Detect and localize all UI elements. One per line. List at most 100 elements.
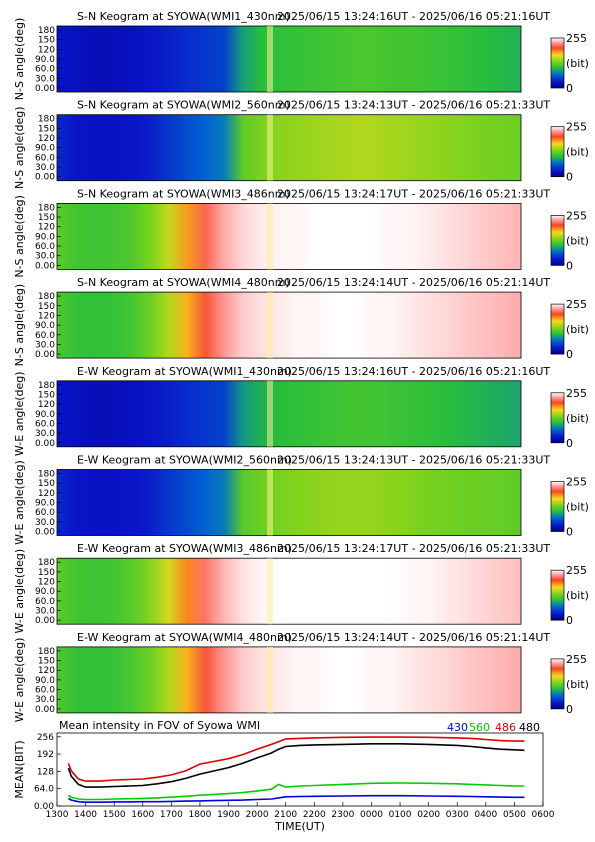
keogram-panel: E-W Keogram at SYOWA(WMI4_480nm)2025/06/… — [13, 631, 589, 722]
keogram-ytick-label: 0.00 — [35, 705, 55, 715]
keogram-ytick-label: 30.0 — [35, 607, 55, 617]
mean-chart-xtick-label: 0300 — [446, 810, 469, 820]
keogram-bright-band — [267, 26, 273, 92]
keogram-image — [56, 114, 522, 182]
colorbar-min-label: 0 — [566, 348, 573, 361]
mean-chart-xtick-label: 2200 — [303, 810, 326, 820]
keogram-ytick-label: 120 — [38, 400, 55, 410]
keogram-ytick-label: 90.0 — [35, 144, 55, 154]
keogram-ylabel: N-S angle(deg) — [13, 18, 26, 101]
keogram-ytick-label: 90.0 — [35, 499, 55, 509]
colorbar-max-label: 255 — [566, 653, 587, 666]
colorbar — [550, 126, 565, 178]
keogram-ytick-label: 90.0 — [35, 55, 55, 65]
keogram-ytick-label: 30.0 — [35, 695, 55, 705]
mean-chart-ytick-label: 0.00 — [34, 802, 54, 812]
colorbar — [550, 215, 565, 266]
mean-chart-xtick-label: 1400 — [74, 810, 97, 820]
mean-chart-xtick-label: 2000 — [246, 810, 269, 820]
keogram-time-range: 2025/06/15 13:24:17UT - 2025/06/16 05:21… — [277, 542, 550, 555]
keogram-title: S-N Keogram at SYOWA(WMI1_430nm) — [77, 10, 290, 23]
mean-chart-xtick-label: 0600 — [532, 810, 555, 820]
colorbar-unit-label: (bit) — [566, 589, 589, 602]
keogram-ytick-label: 0.00 — [35, 261, 55, 271]
series-line-430 — [67, 794, 525, 804]
colorbar-max-label: 255 — [566, 209, 587, 222]
keogram-time-range: 2025/06/15 13:24:13UT - 2025/06/16 05:21… — [277, 454, 550, 467]
colorbar — [550, 569, 565, 621]
legend-entry-560: 560 — [469, 721, 490, 734]
colorbar-min-label: 0 — [566, 437, 573, 450]
keogram-ytick-label: 180 — [38, 203, 55, 213]
keogram-image — [56, 646, 522, 714]
mean-chart-xtick-label: 0100 — [389, 810, 412, 820]
keogram-panel: E-W Keogram at SYOWA(WMI3_486nm)2025/06/… — [13, 542, 589, 633]
keogram-bright-band — [267, 646, 273, 713]
keogram-title: E-W Keogram at SYOWA(WMI1_430nm) — [77, 365, 292, 378]
mean-chart-ytick-label: 256 — [37, 733, 54, 743]
keogram-time-range: 2025/06/15 13:24:17UT - 2025/06/16 05:21… — [277, 187, 550, 200]
keogram-ytick-label: 150 — [38, 302, 55, 312]
keogram-ytick-label: 30.0 — [35, 429, 55, 439]
mean-chart-ylabel: MEAN(BIT) — [13, 740, 26, 798]
keogram-ytick-label: 90.0 — [35, 410, 55, 420]
keogram-ytick-label: 0.00 — [35, 439, 55, 449]
keogram-title: E-W Keogram at SYOWA(WMI3_486nm) — [77, 542, 292, 555]
mean-chart-xtick-label: 0400 — [474, 810, 497, 820]
keogram-ytick-label: 30.0 — [35, 518, 55, 528]
keogram-ytick-label: 30.0 — [35, 74, 55, 84]
keogram-bright-band — [267, 203, 273, 270]
colorbar-min-label: 0 — [566, 703, 573, 716]
colorbar — [550, 658, 565, 710]
colorbar-min-label: 0 — [566, 171, 573, 184]
keogram-ytick-label: 120 — [38, 666, 55, 676]
colorbar — [550, 392, 565, 444]
keogram-ytick-label: 150 — [38, 479, 55, 489]
keogram-ytick-label: 120 — [38, 311, 55, 321]
colorbar-unit-label: (bit) — [566, 501, 589, 514]
mean-chart-ytick-label: 192 — [37, 750, 54, 760]
colorbar — [550, 303, 565, 355]
keogram-ytick-label: 90.0 — [35, 587, 55, 597]
colorbar-unit-label: (bit) — [566, 323, 589, 336]
keogram-ytick-label: 60.0 — [35, 686, 55, 696]
keogram-ytick-label: 30.0 — [35, 340, 55, 350]
colorbar-unit-label: (bit) — [566, 678, 589, 691]
keogram-ytick-label: 0.00 — [35, 528, 55, 538]
series-line-560 — [67, 782, 525, 801]
keogram-ytick-label: 120 — [38, 578, 55, 588]
keogram-ytick-label: 120 — [38, 134, 55, 144]
keogram-ytick-label: 0.00 — [35, 84, 55, 94]
keogram-ytick-label: 90.0 — [35, 232, 55, 242]
mean-intensity-chart: Mean intensity in FOV of Syowa WMI 430 560… — [13, 719, 555, 833]
series-line-480 — [67, 742, 525, 788]
keogram-ylabel: N-S angle(deg) — [13, 195, 26, 278]
colorbar-min-label: 0 — [566, 526, 573, 539]
keogram-title: S-N Keogram at SYOWA(WMI2_560nm) — [77, 99, 290, 112]
keogram-ylabel: N-S angle(deg) — [13, 284, 26, 367]
keogram-ytick-label: 150 — [38, 124, 55, 134]
keogram-ylabel: W-E angle(deg) — [13, 638, 26, 723]
legend-entry-486: 486 — [495, 721, 516, 734]
keogram-panel: E-W Keogram at SYOWA(WMI1_430nm)2025/06/… — [13, 365, 589, 456]
keogram-image — [56, 380, 522, 448]
legend-entry-480: 480 — [519, 721, 540, 734]
keogram-panel: S-N Keogram at SYOWA(WMI1_430nm)2025/06/… — [13, 10, 589, 100]
mean-chart-xtick-label: 2300 — [331, 810, 354, 820]
keogram-ytick-label: 150 — [38, 36, 55, 46]
keogram-ytick-label: 120 — [38, 45, 55, 55]
keogram-panel: E-W Keogram at SYOWA(WMI2_560nm)2025/06/… — [13, 454, 589, 545]
keogram-image — [56, 25, 522, 93]
keogram-time-range: 2025/06/15 13:24:13UT - 2025/06/16 05:21… — [277, 99, 550, 112]
mean-chart-xtick-label: 1700 — [160, 810, 183, 820]
keogram-ytick-label: 0.00 — [35, 616, 55, 626]
keogram-ytick-label: 150 — [38, 657, 55, 667]
keogram-ylabel: W-E angle(deg) — [13, 371, 26, 456]
colorbar-max-label: 255 — [566, 32, 587, 45]
keogram-ytick-label: 30.0 — [35, 163, 55, 173]
mean-chart-xtick-label: 2100 — [274, 810, 297, 820]
colorbar-max-label: 255 — [566, 387, 587, 400]
keogram-ylabel: W-E angle(deg) — [13, 460, 26, 545]
keogram-image — [56, 291, 522, 359]
